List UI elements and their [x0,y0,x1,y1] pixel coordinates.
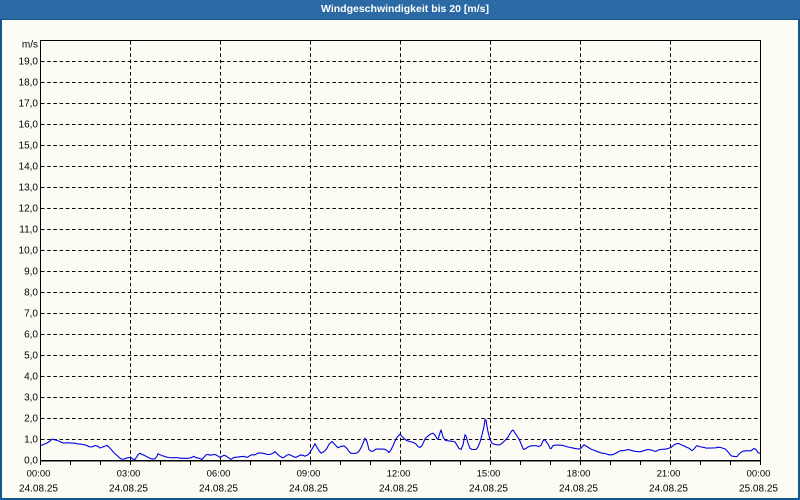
svg-text:24.08.25: 24.08.25 [559,484,598,495]
svg-text:00:00: 00:00 [747,469,771,480]
svg-text:24.08.25: 24.08.25 [289,484,328,495]
svg-text:24.08.25: 24.08.25 [19,484,58,495]
svg-text:15,0: 15,0 [19,141,39,152]
svg-text:17,0: 17,0 [19,99,39,110]
svg-text:09:00: 09:00 [297,469,321,480]
svg-text:06:00: 06:00 [207,469,231,480]
svg-text:12:00: 12:00 [387,469,411,480]
svg-text:11,0: 11,0 [19,225,38,236]
svg-text:24.08.25: 24.08.25 [379,484,418,495]
svg-text:1,0: 1,0 [24,435,38,446]
svg-text:21:00: 21:00 [657,469,681,480]
svg-text:4,0: 4,0 [24,372,38,383]
svg-text:7,0: 7,0 [24,309,38,320]
svg-text:6,0: 6,0 [24,330,38,341]
svg-text:03:00: 03:00 [117,469,141,480]
svg-text:24.08.25: 24.08.25 [649,484,688,495]
svg-text:9,0: 9,0 [24,267,38,278]
svg-text:25.08.25: 25.08.25 [739,484,778,495]
svg-text:8,0: 8,0 [24,288,38,299]
svg-text:16,0: 16,0 [19,120,39,131]
svg-text:24.08.25: 24.08.25 [469,484,508,495]
svg-text:18:00: 18:00 [567,469,591,480]
svg-text:24.08.25: 24.08.25 [109,484,148,495]
svg-text:3,0: 3,0 [24,393,38,404]
svg-text:24.08.25: 24.08.25 [199,484,238,495]
svg-text:12,0: 12,0 [19,204,39,215]
svg-text:19,0: 19,0 [19,57,39,68]
svg-text:0,0: 0,0 [24,456,38,467]
svg-text:5,0: 5,0 [24,351,38,362]
svg-text:10,0: 10,0 [19,246,39,257]
svg-text:2,0: 2,0 [24,414,38,425]
svg-text:15:00: 15:00 [477,469,501,480]
svg-text:00:00: 00:00 [27,469,51,480]
svg-text:m/s: m/s [22,40,38,51]
svg-text:13,0: 13,0 [19,183,39,194]
svg-text:18,0: 18,0 [19,78,39,89]
svg-text:14,0: 14,0 [19,162,39,173]
